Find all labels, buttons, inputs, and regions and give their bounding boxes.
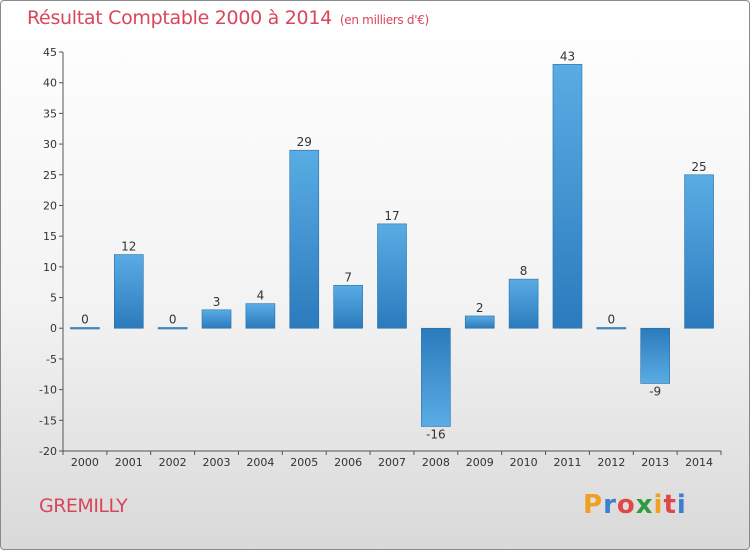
commune-name: GREMILLY [39, 495, 128, 517]
data-label-2013: -9 [649, 384, 661, 398]
x-tick-label: 2004 [246, 456, 274, 469]
bar-2000 [70, 327, 100, 330]
bar-2002 [157, 327, 188, 330]
x-tick-label: 2012 [597, 456, 625, 469]
y-tick-label: 25 [43, 169, 57, 182]
data-label-2011: 43 [560, 49, 575, 63]
bar-2006 [333, 284, 363, 329]
x-tick-label: 2007 [378, 456, 406, 469]
x-tick-label: 2014 [685, 456, 713, 469]
bar-2004 [245, 303, 276, 329]
y-tick-label: 0 [50, 322, 57, 335]
bar-2007 [377, 223, 407, 329]
y-tick-label: 20 [43, 199, 57, 212]
x-tick-label: 2003 [203, 456, 231, 469]
y-tick-label: 5 [50, 292, 57, 305]
x-tick-label: 2001 [115, 456, 143, 469]
bar-2011 [552, 63, 583, 329]
x-tick-label: 2009 [466, 456, 494, 469]
x-tick-label: 2002 [159, 456, 187, 469]
data-label-2005: 29 [297, 135, 312, 149]
data-label-2009: 2 [476, 301, 484, 315]
data-label-2001: 12 [121, 240, 136, 254]
x-tick-label: 2006 [334, 456, 362, 469]
y-tick-label: -15 [39, 414, 57, 427]
data-label-2003: 3 [213, 295, 221, 309]
bar-2012 [596, 327, 627, 330]
data-label-2012: 0 [608, 312, 616, 326]
y-tick-label: -10 [39, 384, 57, 397]
proxiti-logo: Proxiti [583, 490, 687, 520]
data-label-2002: 0 [169, 312, 177, 326]
y-tick-label: 30 [43, 138, 57, 151]
x-tick-label: 2008 [422, 456, 450, 469]
bar-2010 [508, 278, 539, 329]
y-tick-label: -5 [46, 353, 57, 366]
bar-2013 [640, 327, 671, 384]
data-label-2010: 8 [520, 264, 528, 278]
bar-2014 [684, 174, 714, 329]
bar-2009 [464, 315, 495, 329]
x-tick-label: 2013 [641, 456, 669, 469]
y-tick-label: 40 [43, 77, 57, 90]
y-tick-label: -20 [39, 445, 57, 458]
bar-2008 [421, 327, 451, 427]
data-label-2000: 0 [81, 312, 89, 326]
y-tick-label: 10 [43, 261, 57, 274]
data-label-2008: -16 [426, 427, 446, 441]
bar-2003 [201, 309, 232, 329]
data-label-2007: 17 [384, 209, 399, 223]
y-tick-label: 45 [43, 46, 57, 59]
chart-title: Résultat Comptable 2000 à 2014 (en millie… [27, 7, 429, 29]
x-tick-label: 2000 [71, 456, 99, 469]
unit-label: (en milliers d'€) [339, 13, 429, 27]
x-tick-label: 2010 [510, 456, 538, 469]
data-label-2006: 7 [344, 270, 352, 284]
x-tick-label: 2005 [290, 456, 318, 469]
y-tick-label: 15 [43, 230, 57, 243]
bar-2005 [289, 149, 320, 329]
data-label-2014: 25 [691, 160, 706, 174]
y-tick-label: 35 [43, 107, 57, 120]
data-label-2004: 4 [257, 289, 265, 303]
title-text: Résultat Comptable 2000 à 2014 [27, 7, 332, 29]
x-tick-label: 2011 [553, 456, 581, 469]
bar-2001 [114, 254, 144, 329]
